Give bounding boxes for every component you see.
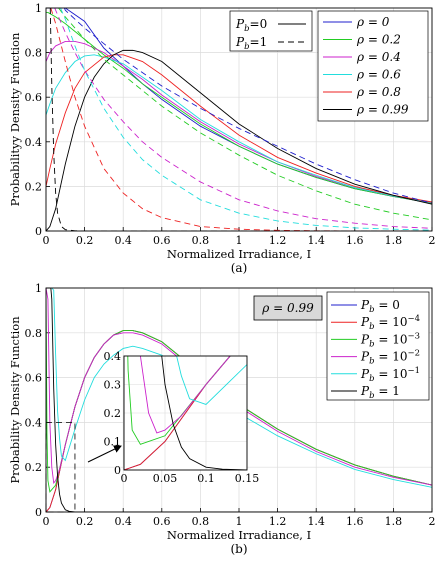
pb-legend-box	[326, 291, 430, 401]
inset-x-tick-label: 0.1	[197, 472, 215, 485]
x-tick-label: 1.4	[307, 515, 325, 528]
rho-legend-label: ρ = 0.8	[356, 85, 401, 99]
rho-annotation: ρ = 0.99	[253, 295, 323, 321]
series-line-2	[46, 41, 432, 204]
style-legend-label: Pb=1	[235, 35, 267, 52]
y-tick-label: 0.8	[25, 47, 43, 60]
x-tick-label: 0.4	[114, 515, 132, 528]
pb-legend-label: Pb = 10−4	[360, 314, 420, 332]
x-tick-label: 0.6	[153, 234, 171, 247]
inset-y-tick-label: 0.1	[104, 436, 122, 449]
x-tick-label: 2	[429, 515, 436, 528]
inset-y-tick-label: 0.4	[104, 350, 122, 363]
style-legend-box	[229, 10, 313, 52]
plot-frame	[45, 287, 433, 513]
x-tick-label: 0.6	[153, 515, 171, 528]
inset-y-tick-label: 0.3	[104, 379, 122, 392]
x-tick-label: 1.6	[346, 234, 364, 247]
rho-legend-box	[317, 10, 429, 122]
rho-legend-label: ρ = 0.6	[356, 68, 401, 82]
y-tick-label: 0.2	[25, 180, 43, 193]
y-tick-label: 0.4	[25, 416, 43, 429]
x-tick-label: 1.4	[307, 234, 325, 247]
inset-series-line-2	[127, 356, 231, 445]
series-line-6	[63, 8, 432, 204]
y-tick-label: 1	[35, 2, 42, 15]
plot-frame	[45, 7, 433, 232]
rho-legend-label: ρ = 0.2	[356, 33, 401, 47]
x-tick-label: 0.8	[192, 234, 210, 247]
x-tick-label: 1.6	[346, 515, 364, 528]
inset-panel: 0 0.05 0.1 0.15 0 0.1 0.2 0.3 0.4	[104, 350, 260, 485]
inset-y-tick-label: 0	[114, 464, 121, 477]
style-legend-label: Pb=0	[235, 17, 267, 34]
series-line-8	[54, 8, 432, 229]
x-tick-label: 0.2	[76, 234, 94, 247]
pb-legend-label: Pb = 10−3	[360, 331, 420, 349]
inset-series-line-3	[139, 356, 231, 434]
series-line-2	[46, 288, 432, 493]
chart-panel-0: 0 0.2 0.4 0.6 0.8 1 1.2 1.4 1.6 1.8 2 0 0.2 0.4 0.6 0.8…	[8, 2, 436, 275]
style-legend: Pb=0Pb=1	[229, 10, 313, 52]
rho-legend: ρ = 0 ρ = 0.2 ρ = 0.4 ρ = 0.6 ρ = 0.8 ρ = 0.9…	[317, 10, 429, 122]
series-line-4	[46, 54, 432, 203]
inset-x-tick-label: 0	[121, 472, 128, 485]
pb-legend-label: Pb = 10−1	[360, 366, 420, 384]
series-line-11	[49, 8, 432, 231]
chart-panel-1: 0 0.2 0.4 0.6 0.8 1 1.2 1.4 1.6 1.8 2 0 0.2 0.4 0.6 0.8…	[8, 282, 436, 556]
x-tick-label: 1	[236, 234, 243, 247]
series-line-5	[46, 288, 432, 512]
series-group	[46, 288, 432, 512]
rho-legend-label: ρ = 0.4	[356, 50, 401, 64]
annotation-box	[253, 295, 323, 321]
x-axis-label: Normalized Irradiance, I	[167, 528, 311, 542]
pb-legend-label: Pb = 10−2	[360, 349, 420, 367]
inset-x-tick-label: 0.15	[235, 472, 260, 485]
x-tick-label: 1.8	[385, 234, 403, 247]
pb-legend: Pb = 0Pb = 10−4Pb = 10−3Pb = 10−2Pb = 10…	[326, 291, 430, 401]
y-tick-label: 0.8	[25, 327, 43, 340]
y-tick-label: 0.4	[25, 136, 43, 149]
series-line-3	[46, 54, 432, 203]
inset-series-line-5	[161, 356, 247, 470]
inset-frame	[123, 355, 248, 471]
series-line-1	[46, 12, 432, 204]
panel-caption: (a)	[231, 261, 248, 275]
panel-caption: (b)	[230, 542, 247, 556]
series-line-4	[46, 288, 432, 488]
x-tick-label: 0.4	[114, 234, 132, 247]
x-tick-label: 1.8	[385, 515, 403, 528]
x-tick-label: 1.2	[269, 234, 287, 247]
y-tick-label: 0.6	[25, 372, 43, 385]
y-tick-label: 0	[35, 225, 42, 238]
x-tick-label: 2	[429, 234, 436, 247]
series-line-3	[46, 288, 432, 486]
zoom-region-box	[45, 421, 76, 513]
x-tick-label: 1.2	[269, 515, 287, 528]
annotation-text: ρ = 0.99	[261, 301, 314, 315]
x-tick-label: 0	[43, 234, 50, 247]
y-tick-label: 0.2	[25, 461, 43, 474]
y-axis-label: Probability Density Function	[8, 316, 22, 484]
y-tick-label: 0	[35, 506, 42, 519]
rho-legend-label: ρ = 0	[356, 15, 390, 29]
x-tick-label: 0.2	[76, 515, 94, 528]
inset-y-tick-label: 0.2	[104, 407, 122, 420]
series-line-5	[46, 49, 432, 231]
y-tick-label: 1	[35, 282, 42, 295]
x-tick-label: 0	[43, 515, 50, 528]
series-line-7	[58, 8, 432, 221]
rho-legend-label: ρ = 0.99	[356, 103, 409, 117]
pb-legend-label: Pb = 0	[360, 298, 400, 315]
x-tick-label: 1	[236, 515, 243, 528]
inset-x-tick-label: 0.05	[153, 472, 178, 485]
x-tick-label: 0.8	[192, 515, 210, 528]
y-tick-label: 0.6	[25, 91, 43, 104]
y-axis-label: Probabilityy Density Function	[8, 32, 22, 206]
zoom-arrow	[87, 445, 122, 463]
inset-series-group	[124, 356, 247, 470]
pb-legend-label: Pb = 1	[360, 384, 400, 401]
x-axis-label: Normalized Irradiance, I	[167, 247, 311, 261]
